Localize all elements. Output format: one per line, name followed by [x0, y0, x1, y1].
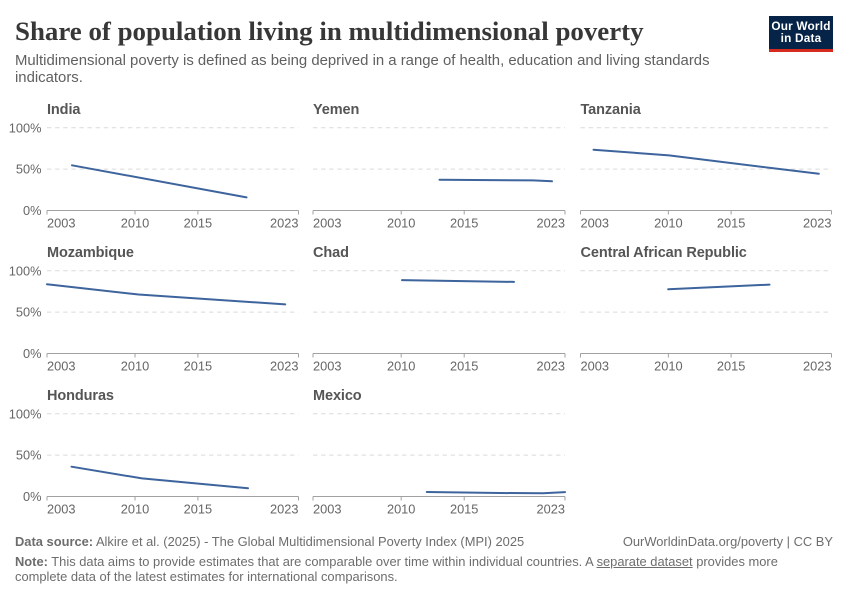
svg-text:2003: 2003 [313, 359, 341, 374]
svg-text:2023: 2023 [537, 216, 565, 231]
svg-text:Honduras: Honduras [47, 388, 114, 404]
svg-text:2015: 2015 [450, 216, 478, 231]
svg-text:2010: 2010 [387, 359, 415, 374]
svg-text:Central African Republic: Central African Republic [581, 245, 747, 261]
svg-text:Chad: Chad [313, 245, 349, 261]
svg-text:Mozambique: Mozambique [47, 245, 134, 261]
svg-text:2003: 2003 [313, 502, 341, 517]
svg-text:100%: 100% [9, 120, 42, 135]
svg-text:2015: 2015 [184, 359, 212, 374]
svg-text:100%: 100% [9, 406, 42, 421]
svg-text:2003: 2003 [47, 502, 75, 517]
svg-text:2023: 2023 [537, 502, 565, 517]
svg-text:Yemen: Yemen [313, 102, 359, 118]
svg-text:2015: 2015 [184, 216, 212, 231]
svg-text:India: India [47, 102, 81, 118]
svg-text:2010: 2010 [387, 502, 415, 517]
svg-text:2010: 2010 [654, 216, 682, 231]
svg-text:50%: 50% [16, 305, 42, 320]
svg-text:2023: 2023 [803, 359, 831, 374]
svg-text:2010: 2010 [654, 359, 682, 374]
svg-text:0%: 0% [23, 203, 42, 218]
svg-text:2015: 2015 [184, 502, 212, 517]
svg-text:50%: 50% [16, 448, 42, 463]
svg-text:0%: 0% [23, 489, 42, 504]
svg-text:2015: 2015 [450, 502, 478, 517]
svg-text:2023: 2023 [270, 502, 298, 517]
svg-text:2015: 2015 [717, 359, 745, 374]
svg-text:2003: 2003 [47, 216, 75, 231]
svg-text:2003: 2003 [313, 216, 341, 231]
svg-text:2010: 2010 [121, 359, 149, 374]
svg-text:2003: 2003 [581, 216, 609, 231]
svg-text:2003: 2003 [47, 359, 75, 374]
svg-text:2010: 2010 [121, 502, 149, 517]
svg-text:0%: 0% [23, 346, 42, 361]
svg-text:2023: 2023 [270, 216, 298, 231]
svg-text:2003: 2003 [581, 359, 609, 374]
svg-text:50%: 50% [16, 162, 42, 177]
svg-text:2015: 2015 [450, 359, 478, 374]
svg-text:2023: 2023 [803, 216, 831, 231]
svg-text:2010: 2010 [387, 216, 415, 231]
svg-text:Tanzania: Tanzania [581, 102, 642, 118]
svg-text:Mexico: Mexico [313, 388, 362, 404]
svg-text:2023: 2023 [270, 359, 298, 374]
svg-text:2023: 2023 [537, 359, 565, 374]
svg-text:100%: 100% [9, 263, 42, 278]
svg-text:2010: 2010 [121, 216, 149, 231]
svg-text:2015: 2015 [717, 216, 745, 231]
